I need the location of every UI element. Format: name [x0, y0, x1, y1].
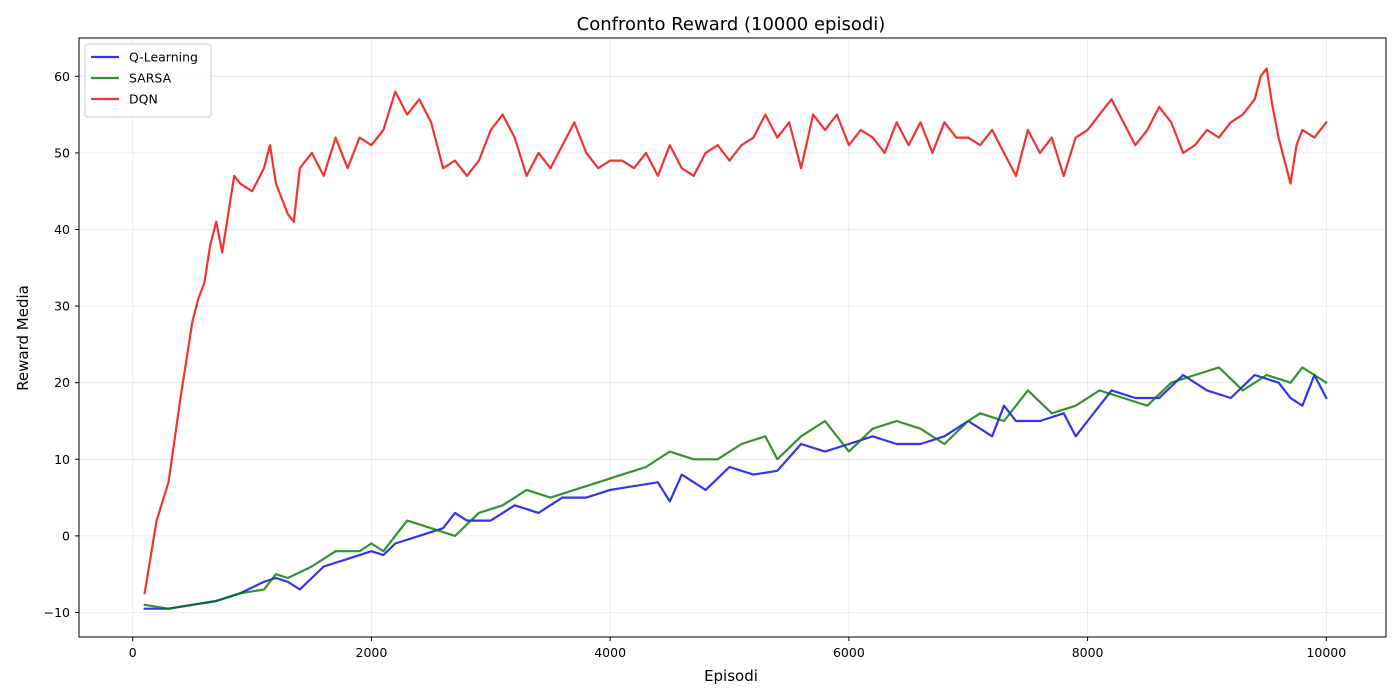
- axis-ticks: 0 2000 4000 6000 8000 10000 −10 0 10 20 30 40 50 60: [44, 69, 1347, 660]
- legend-label-sarsa: SARSA: [129, 71, 172, 86]
- plot-lines: [143, 67, 1328, 610]
- y-tick-label: 10: [54, 452, 70, 467]
- y-tick-label: −10: [44, 605, 70, 620]
- series-line-sarsa: [143, 366, 1328, 610]
- y-tick-label: 50: [54, 145, 70, 160]
- x-tick-label: 2000: [356, 645, 388, 660]
- legend: Q-Learning SARSA DQN: [84, 43, 212, 118]
- y-tick-label: 60: [54, 69, 70, 84]
- x-axis-label: Episodi: [704, 667, 758, 685]
- y-tick-label: 30: [54, 299, 70, 314]
- y-tick-label: 0: [62, 528, 70, 543]
- series-line-q-learning: [143, 373, 1328, 610]
- series-line-dqn: [143, 67, 1328, 595]
- x-tick-label: 0: [129, 645, 137, 660]
- legend-label-q-learning: Q-Learning: [129, 50, 198, 65]
- x-tick-label: 4000: [594, 645, 626, 660]
- x-tick-label: 10000: [1306, 645, 1346, 660]
- legend-label-dqn: DQN: [129, 92, 158, 107]
- grid: [79, 38, 1386, 637]
- y-tick-label: 20: [54, 375, 70, 390]
- chart-title: Confronto Reward (10000 episodi): [577, 14, 886, 35]
- plot-frame: [78, 37, 1387, 638]
- y-axis-label: Reward Media: [14, 285, 32, 391]
- y-tick-label: 40: [54, 222, 70, 237]
- x-tick-label: 6000: [833, 645, 865, 660]
- x-tick-label: 8000: [1072, 645, 1104, 660]
